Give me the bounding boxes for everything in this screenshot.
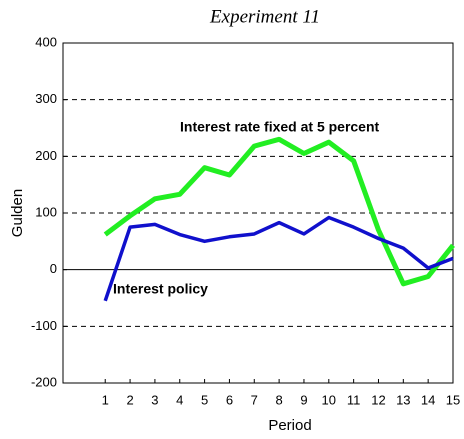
x-tick-label: 5 bbox=[201, 392, 208, 407]
series-line bbox=[103, 215, 454, 302]
x-axis-label: Period bbox=[268, 417, 311, 434]
x-tick-label: 10 bbox=[322, 392, 336, 407]
chart-title: Experiment 11 bbox=[209, 6, 320, 27]
x-tick-label: 6 bbox=[226, 392, 233, 407]
x-tick-label: 7 bbox=[251, 392, 258, 407]
x-tick-label: 14 bbox=[421, 392, 435, 407]
y-tick-label: 0 bbox=[50, 261, 57, 276]
y-tick-label: -100 bbox=[31, 318, 57, 333]
x-tick-label: 2 bbox=[126, 392, 133, 407]
y-tick-label: -200 bbox=[31, 374, 57, 389]
x-tick-label: 11 bbox=[347, 392, 361, 407]
y-tick-label: 400 bbox=[35, 34, 57, 49]
x-tick-label: 15 bbox=[446, 392, 460, 407]
series-annotation: Interest rate fixed at 5 percent bbox=[180, 119, 380, 135]
y-tick-label: 100 bbox=[35, 204, 57, 219]
x-tick-label: 13 bbox=[396, 392, 410, 407]
series-annotation: Interest policy bbox=[113, 281, 208, 297]
x-tick-label: 3 bbox=[151, 392, 158, 407]
x-tick-label: 12 bbox=[371, 392, 385, 407]
series-line bbox=[103, 136, 455, 287]
plot-frame bbox=[62, 42, 454, 384]
x-tick-label: 9 bbox=[300, 392, 307, 407]
x-tick-label: 4 bbox=[176, 392, 183, 407]
y-tick-label: 200 bbox=[35, 148, 57, 163]
y-axis-label: Gulden bbox=[9, 189, 26, 237]
x-tick-label: 8 bbox=[275, 392, 282, 407]
y-tick-label: 300 bbox=[35, 91, 57, 106]
x-tick-label: 1 bbox=[102, 392, 109, 407]
